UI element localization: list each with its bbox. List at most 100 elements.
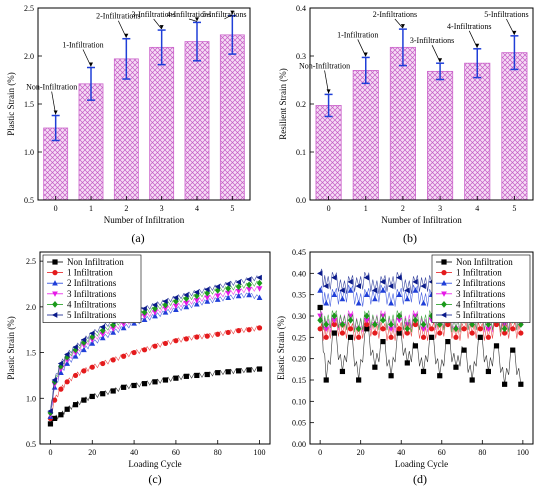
data-point: [380, 287, 386, 293]
bar-1: [78, 83, 104, 201]
x-tick-label: 100: [517, 448, 529, 457]
y-axis-label: Plastic Strain (%): [6, 316, 16, 380]
y-tick-label: 0.20: [292, 355, 306, 364]
annotation-arrow: [506, 18, 515, 35]
bar-4: [464, 62, 491, 201]
data-point: [317, 304, 323, 311]
data-point: [215, 370, 221, 376]
y-tick-label: 0.45: [292, 248, 306, 257]
y-tick-label: 0.0: [296, 196, 306, 205]
error-bar-2: [122, 37, 131, 80]
annotation-3: 3-Infiltrations: [410, 36, 454, 45]
legend-entry-1: 1 Infiltration: [67, 268, 113, 278]
data-point: [420, 326, 427, 332]
x-tick-label: 1: [89, 204, 93, 213]
data-point: [355, 283, 361, 289]
data-point: [420, 300, 427, 306]
y-tick-label: 2.0: [26, 303, 36, 312]
data-point: [317, 316, 323, 324]
annotation-5: 5-Infiltrations: [484, 10, 528, 19]
data-point: [510, 347, 516, 353]
data-point: [183, 295, 190, 303]
y-tick-label: 0.30: [292, 312, 306, 321]
y-tick-label: 0.10: [292, 397, 306, 406]
data-point: [141, 308, 148, 316]
data-point: [493, 343, 500, 349]
data-point: [388, 321, 394, 328]
legend-marker: [441, 301, 447, 308]
data-point: [47, 408, 53, 414]
x-tick-label: 0: [327, 204, 331, 213]
arrow-head: [512, 30, 517, 35]
arrow-head: [195, 17, 199, 22]
legend-entry-5: 5 Infiltrations: [67, 310, 117, 320]
data-point: [347, 334, 354, 340]
x-tick-label: 5: [512, 204, 516, 213]
x-tick-label: 0: [54, 204, 58, 213]
data-point: [121, 384, 127, 390]
data-point: [204, 371, 210, 378]
data-point: [120, 321, 127, 328]
data-point: [437, 373, 443, 379]
data-point: [193, 300, 200, 307]
data-point: [372, 364, 378, 370]
data-point: [412, 321, 419, 328]
x-tick-label: 40: [397, 448, 405, 457]
data-point: [404, 360, 410, 366]
bar-5: [219, 34, 245, 201]
data-point: [412, 287, 419, 293]
data-point: [396, 317, 403, 324]
data-point: [204, 333, 210, 339]
data-point: [51, 377, 57, 383]
data-point: [64, 360, 71, 366]
data-point: [404, 295, 411, 302]
data-point: [420, 368, 427, 375]
data-point: [183, 303, 190, 310]
annotation-3: 3-Infiltrations: [131, 10, 175, 19]
data-point: [162, 377, 169, 383]
data-point: [477, 334, 483, 340]
data-point: [131, 320, 137, 326]
data-point: [388, 326, 394, 332]
annotation-1: 1-Infiltration: [62, 41, 103, 50]
data-point: [141, 347, 148, 353]
data-point: [453, 325, 459, 333]
data-point: [404, 330, 410, 336]
data-point: [173, 338, 179, 344]
data-point: [429, 326, 435, 332]
data-point: [52, 415, 58, 421]
series-line: [319, 318, 522, 341]
data-point: [323, 300, 330, 306]
legend-entry-5: 5 Infiltrations: [456, 310, 506, 320]
error-bar-2: [398, 28, 407, 67]
data-point: [141, 381, 148, 387]
data-point: [461, 326, 467, 332]
legend-marker: [441, 291, 447, 297]
data-point: [469, 377, 475, 383]
data-point: [141, 305, 147, 312]
error-bar-1: [87, 66, 95, 101]
data-point: [339, 321, 346, 328]
data-point: [339, 368, 346, 375]
data-point: [347, 316, 354, 324]
error-bar-3: [436, 62, 445, 81]
data-point: [256, 294, 263, 301]
data-point: [363, 317, 370, 324]
data-point: [371, 287, 378, 294]
data-point: [131, 382, 137, 389]
y-tick-label: 1.5: [24, 100, 34, 109]
data-point: [194, 372, 200, 379]
y-axis-label: Resilient Strain (%): [278, 68, 288, 140]
bar-2: [113, 58, 139, 201]
legend-box: [431, 254, 531, 323]
data-point: [225, 285, 232, 292]
data-point: [510, 326, 516, 332]
data-point: [89, 340, 96, 346]
data-point: [173, 306, 179, 312]
legend-marker: [52, 270, 58, 276]
y-tick-label: 0.35: [292, 291, 306, 300]
x-tick-label: 1: [364, 204, 368, 213]
plot-frame: [309, 251, 534, 445]
data-point: [501, 322, 508, 328]
